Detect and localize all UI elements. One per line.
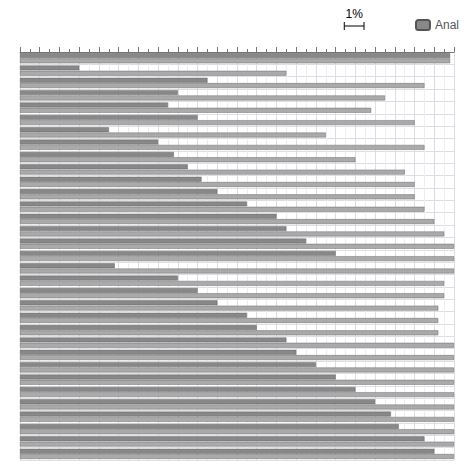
svg-text:1%: 1%	[345, 7, 363, 21]
svg-text:Anal: Anal	[435, 18, 459, 32]
